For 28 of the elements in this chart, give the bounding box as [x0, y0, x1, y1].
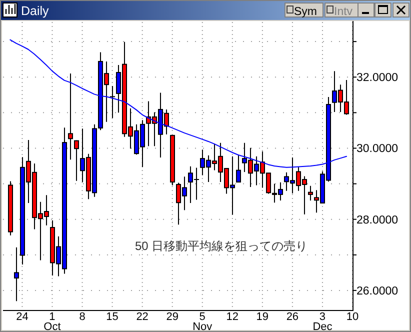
text: Intv: [334, 6, 353, 18]
candlestick: [68, 73, 73, 160]
text: Oct: [44, 321, 61, 332]
x-tick-label: 19: [256, 311, 269, 323]
x-tick-label: 10: [346, 311, 359, 323]
x-tick-label: 24: [16, 311, 28, 323]
y-tick-label: 32.0000: [356, 72, 398, 84]
y-tick-label: 26.0000: [356, 285, 398, 298]
text: Sym: [294, 6, 317, 18]
x-tick-label: 22: [136, 311, 148, 323]
candlestick: [74, 140, 79, 182]
text: Nov: [192, 321, 213, 332]
x-tick-label: 26: [286, 311, 299, 323]
x-tick-label: 29: [166, 311, 178, 323]
chart-title: Daily: [21, 4, 50, 18]
y-tick-label: 28.0000: [356, 214, 398, 226]
x-tick-label: 12: [226, 311, 239, 323]
x-tick-label: 8: [79, 311, 86, 323]
candlestick: [14, 246, 19, 302]
x-tick-label: 5: [199, 311, 206, 323]
text: Dec: [312, 321, 333, 332]
candlestick: [308, 185, 313, 201]
x-tick-label: 3: [319, 311, 326, 323]
annotation: 50 日移動平均線を狙っての売り: [135, 239, 308, 253]
candlestick: [110, 86, 116, 118]
x-tick-label: 1: [49, 311, 56, 323]
x-tick-label: 15: [106, 311, 118, 323]
y-tick-label: 30.0000: [356, 143, 398, 156]
